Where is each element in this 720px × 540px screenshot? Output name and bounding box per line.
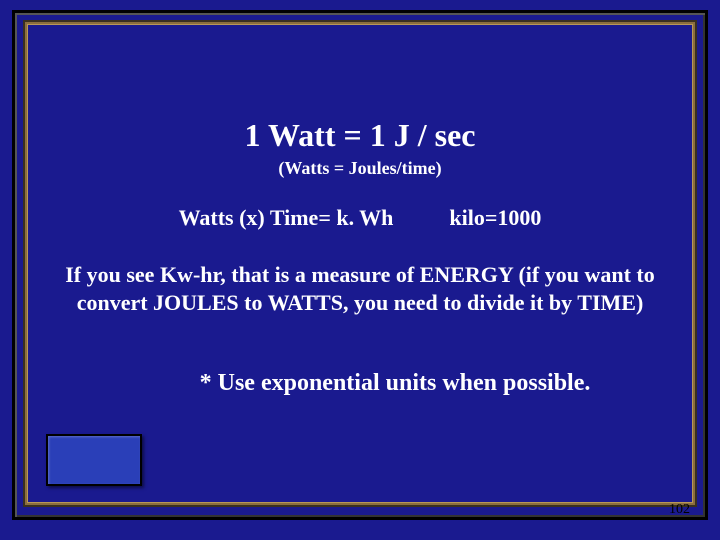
body-text: If you see Kw-hr, that is a measure of E… xyxy=(45,261,675,316)
slide-subtitle: (Watts = Joules/time) xyxy=(45,158,675,179)
formula-row: Watts (x) Time= k. Wh kilo=1000 xyxy=(45,205,675,231)
formula-right: kilo=1000 xyxy=(449,205,541,231)
page-number: 102 xyxy=(669,502,690,518)
footnote-text: * Use exponential units when possible. xyxy=(45,370,675,397)
slide-title: 1 Watt = 1 J / sec xyxy=(45,117,675,154)
nav-box[interactable] xyxy=(46,434,142,486)
formula-left: Watts (x) Time= k. Wh xyxy=(179,205,394,231)
slide-content: 1 Watt = 1 J / sec (Watts = Joules/time)… xyxy=(45,45,675,485)
